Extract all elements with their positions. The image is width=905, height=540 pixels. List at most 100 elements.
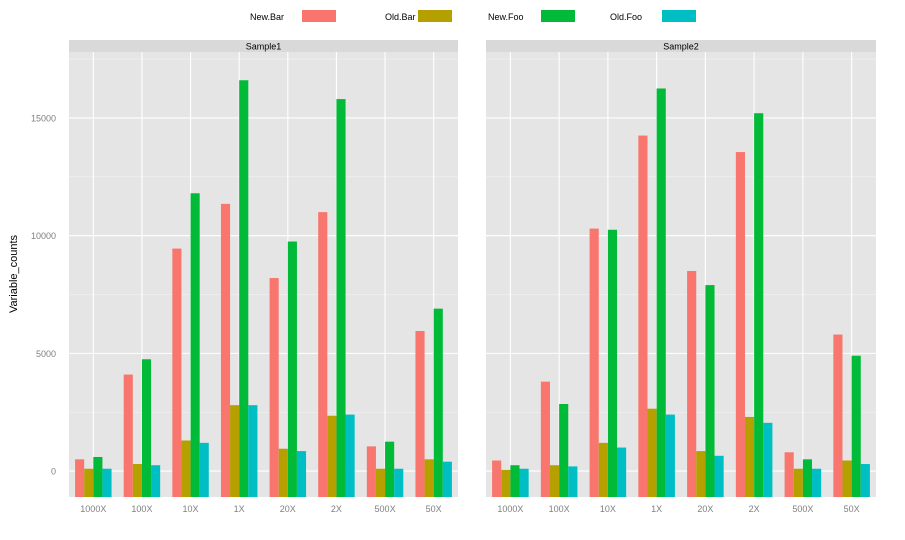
facet-title: Sample2 (663, 42, 699, 52)
bar-new-foo (754, 113, 764, 498)
bar-old-foo (519, 468, 529, 497)
bar-old-bar (647, 408, 657, 497)
x-tick-label: 2X (749, 504, 760, 514)
legend-label: New.Foo (488, 12, 524, 22)
bar-new-bar (220, 203, 231, 497)
bar-old-bar (84, 468, 94, 497)
bar-new-bar (123, 374, 133, 497)
bar-old-foo (617, 447, 627, 497)
bar-old-bar (230, 405, 240, 497)
x-tick-label: 10X (600, 504, 616, 514)
bar-new-bar (540, 381, 550, 497)
x-tick-label: 1000X (80, 504, 106, 514)
bar-old-foo (296, 451, 307, 497)
bar-new-foo (656, 88, 666, 498)
bar-new-bar (784, 452, 794, 497)
bar-old-bar (598, 442, 608, 497)
bar-old-foo (812, 468, 822, 497)
bar-new-bar (735, 152, 745, 497)
bar-new-bar (833, 334, 843, 497)
bar-old-bar (501, 469, 511, 497)
x-tick-label: 500X (792, 504, 813, 514)
x-tick-label: 10X (183, 504, 199, 514)
bar-new-foo (190, 193, 200, 497)
x-tick-label: 1X (651, 504, 662, 514)
bar-new-bar (638, 135, 648, 497)
bar-old-bar (549, 465, 560, 497)
bar-old-bar (842, 460, 852, 497)
bar-old-bar (181, 440, 191, 497)
bar-new-foo (336, 99, 346, 497)
bar-new-foo (802, 459, 813, 497)
legend-key (418, 10, 452, 22)
bar-new-bar (172, 248, 182, 497)
bar-new-foo (287, 241, 297, 497)
y-tick-label: 15000 (31, 113, 56, 123)
x-tick-label: 1000X (497, 504, 523, 514)
bar-new-foo (93, 456, 103, 497)
bar-old-bar (696, 451, 706, 497)
x-tick-label: 50X (426, 504, 442, 514)
bar-new-bar (589, 228, 599, 498)
bar-new-bar (75, 459, 85, 497)
y-axis-label: Variable_counts (8, 234, 20, 313)
bar-new-foo (239, 80, 249, 497)
legend-label: Old.Bar (385, 12, 416, 22)
bar-old-foo (345, 414, 355, 497)
bar-new-bar (687, 270, 697, 497)
bar-new-foo (705, 285, 715, 497)
bar-old-foo (248, 405, 258, 497)
bar-new-foo (607, 229, 618, 497)
bar-new-foo (141, 359, 152, 497)
bar-new-bar (415, 331, 425, 497)
x-tick-label: 50X (844, 504, 860, 514)
x-tick-label: 2X (331, 504, 342, 514)
bar-old-foo (665, 414, 675, 497)
y-tick-label: 5000 (36, 349, 56, 359)
bar-new-bar (366, 446, 376, 497)
bar-old-foo (442, 461, 452, 497)
bar-old-foo (568, 466, 578, 497)
bar-old-bar (744, 416, 755, 497)
y-tick-label: 0 (51, 467, 56, 477)
bar-old-foo (102, 468, 112, 497)
bar-new-bar (318, 212, 328, 497)
bar-old-bar (375, 468, 386, 497)
bar-old-bar (132, 464, 142, 497)
bar-old-bar (793, 468, 803, 497)
y-tick-label: 10000 (31, 231, 56, 241)
legend-label: Old.Foo (610, 12, 642, 22)
x-tick-label: 1X (234, 504, 245, 514)
panel-background (69, 52, 458, 497)
bar-new-foo (385, 441, 395, 497)
x-tick-label: 100X (549, 504, 570, 514)
bar-new-foo (851, 355, 861, 497)
legend-label: New.Bar (250, 12, 284, 22)
x-tick-label: 20X (280, 504, 296, 514)
legend-key (541, 10, 575, 22)
bar-old-bar (278, 448, 288, 497)
facet-title: Sample1 (246, 42, 282, 52)
bar-old-bar (424, 459, 434, 497)
legend-key (662, 10, 696, 22)
bar-old-foo (860, 464, 870, 497)
facet-strip (486, 40, 876, 52)
x-tick-label: 100X (131, 504, 152, 514)
x-tick-label: 20X (697, 504, 713, 514)
bar-new-bar (492, 460, 502, 497)
bar-new-foo (433, 308, 443, 497)
legend-key (302, 10, 336, 22)
bar-old-foo (151, 465, 161, 497)
panel-background (486, 52, 876, 497)
bar-old-foo (763, 422, 773, 497)
bar-old-foo (394, 468, 404, 497)
bar-new-foo (510, 465, 520, 497)
bar-old-foo (199, 442, 209, 497)
x-tick-label: 500X (375, 504, 396, 514)
bar-old-foo (714, 455, 724, 497)
facet-strip (69, 40, 458, 52)
bar-new-bar (269, 278, 279, 497)
bar-new-foo (559, 403, 569, 497)
